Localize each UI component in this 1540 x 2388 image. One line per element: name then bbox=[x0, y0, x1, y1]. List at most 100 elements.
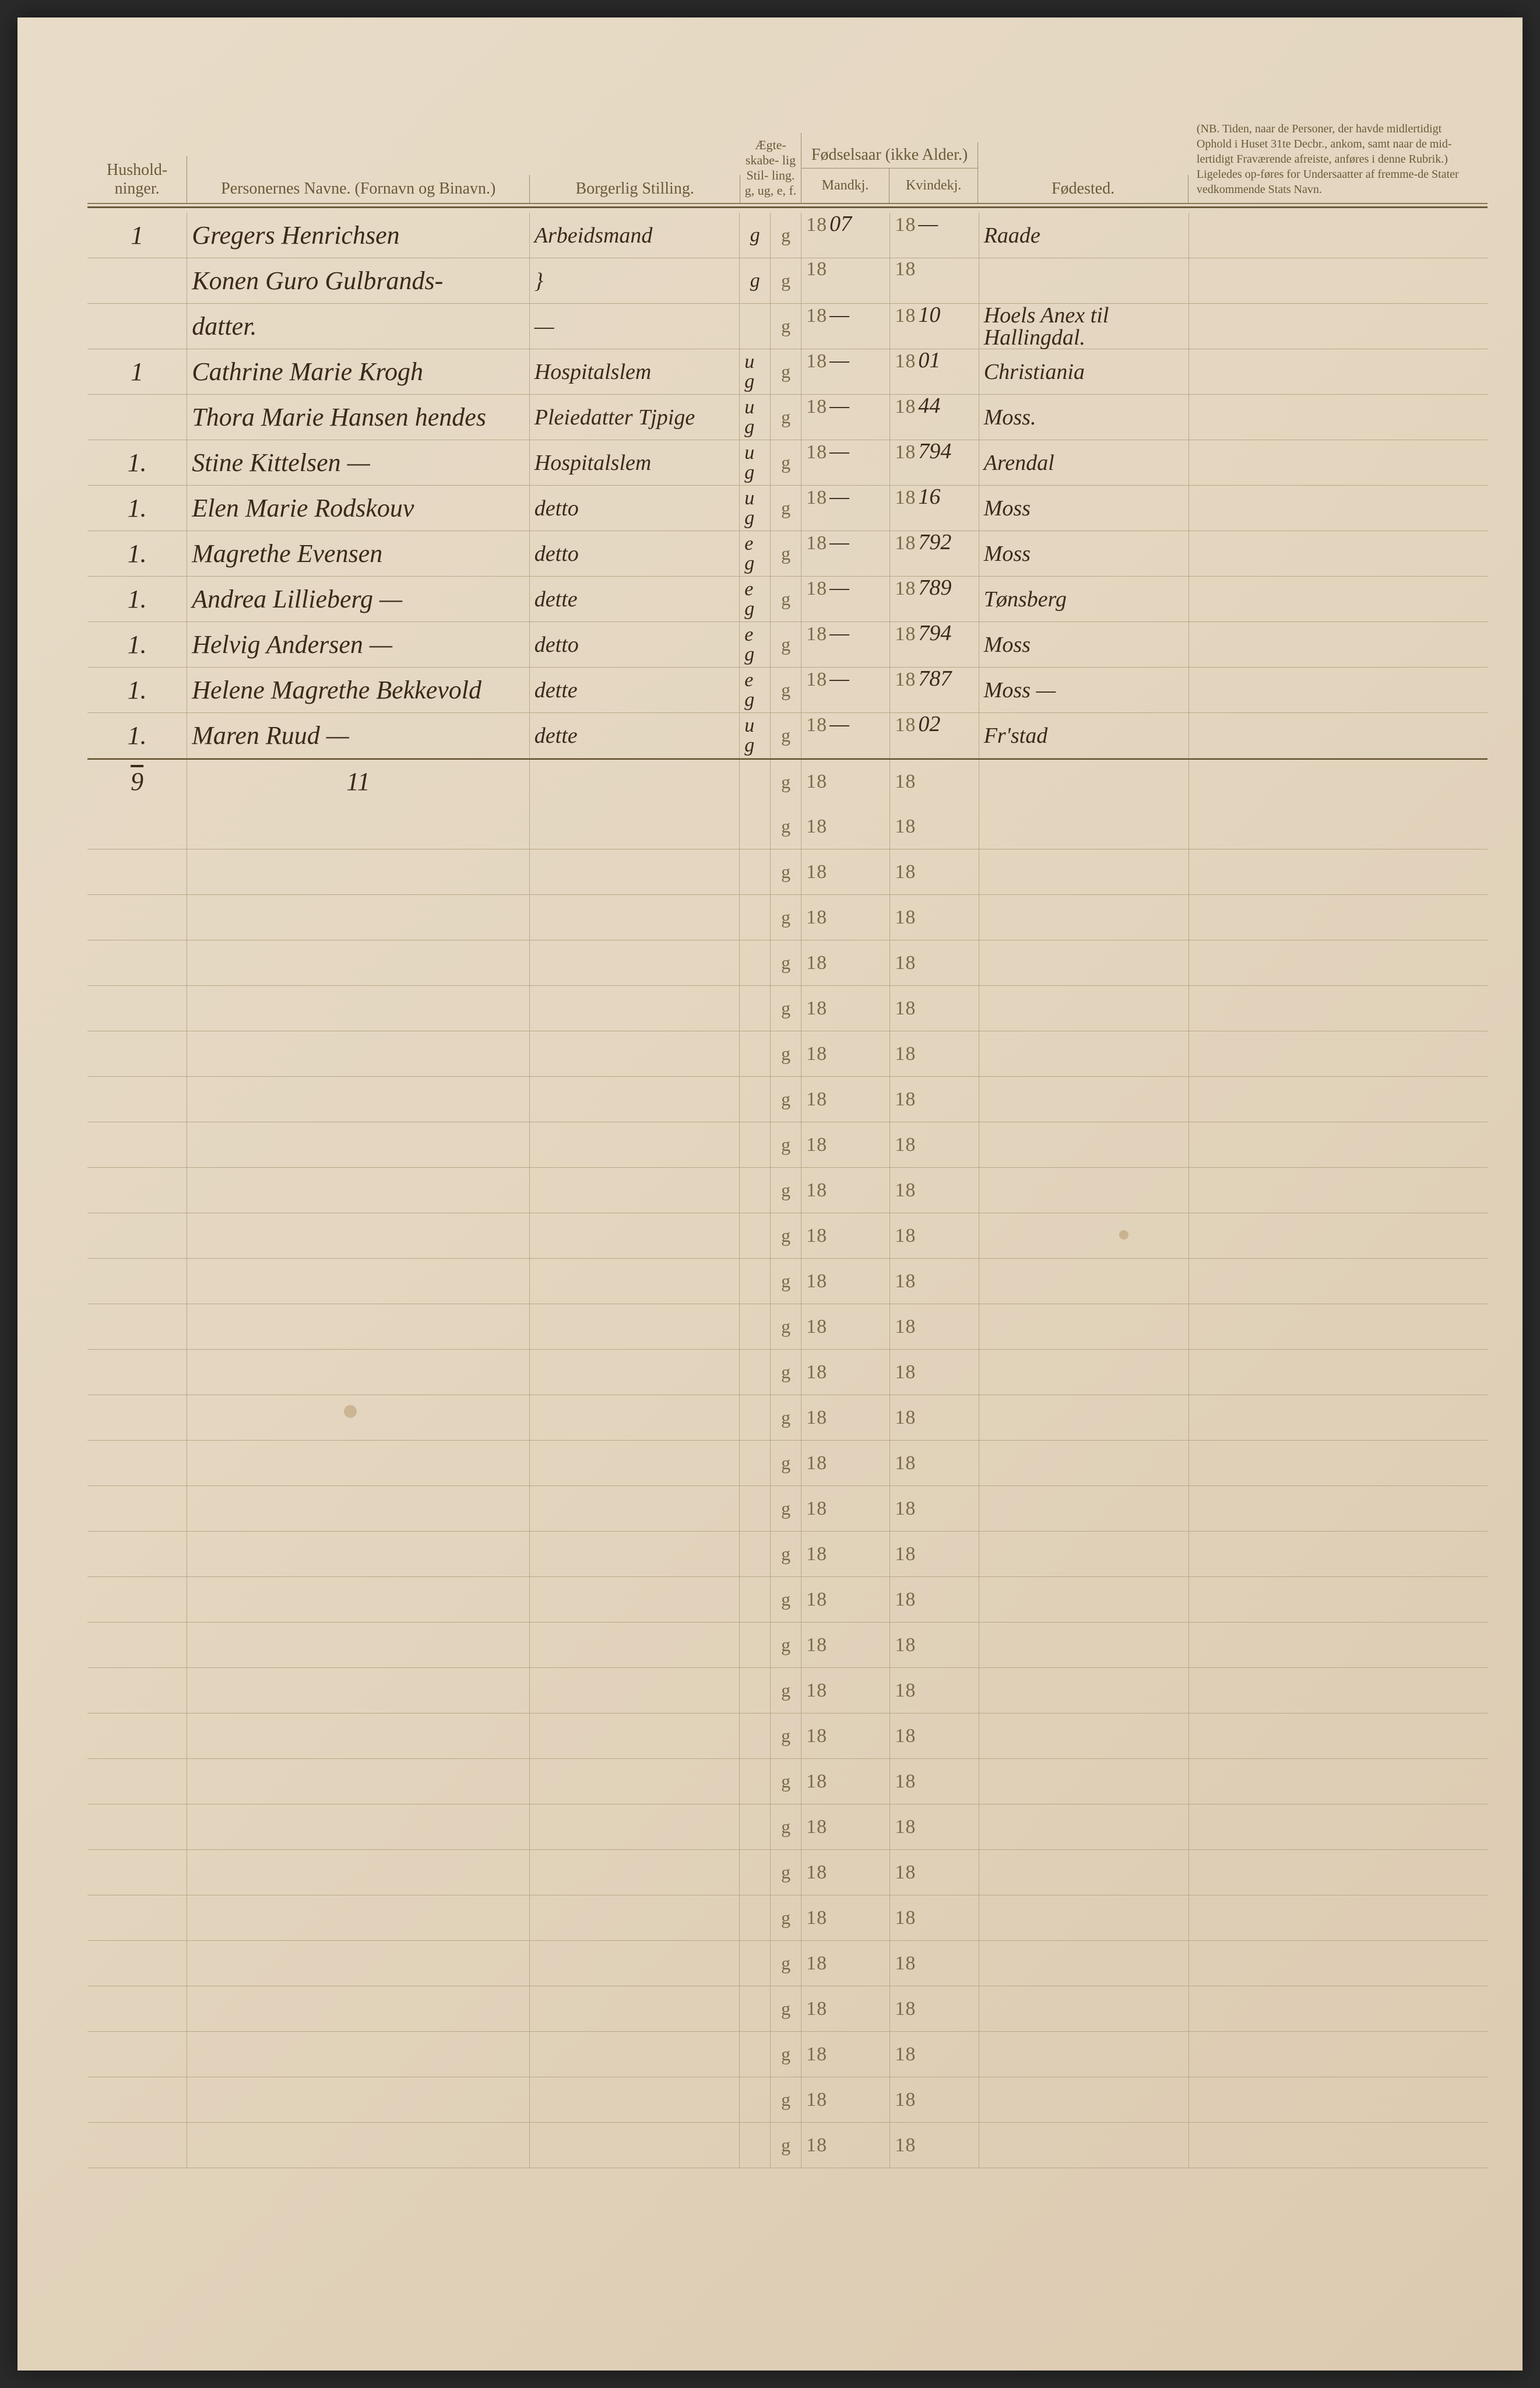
preprint-g: g bbox=[771, 986, 801, 1031]
cell-g: g bbox=[771, 622, 801, 667]
preprint-g: g bbox=[771, 1395, 801, 1440]
cell-name: Stine Kittelsen — bbox=[187, 440, 530, 485]
empty-row: g 18 18 bbox=[87, 1077, 1488, 1122]
cell-occupation: detto bbox=[530, 486, 740, 531]
empty-row: g 18 18 bbox=[87, 1486, 1488, 1532]
cell-g: g bbox=[771, 531, 801, 576]
preprint-18m: 18 bbox=[801, 940, 890, 985]
empty-row: g 18 18 bbox=[87, 1713, 1488, 1759]
cell-year-female: 18794 bbox=[890, 440, 979, 485]
cell-birthplace: Raade bbox=[979, 213, 1189, 258]
preprint-18k: 18 bbox=[890, 1077, 979, 1122]
cell-g: g bbox=[771, 213, 801, 258]
preprint-18m: 18 bbox=[801, 1804, 890, 1849]
cell-occupation: dette bbox=[530, 668, 740, 712]
cell-g: g bbox=[771, 349, 801, 394]
preprint-18k: 18 bbox=[890, 1304, 979, 1349]
cell-birthplace: Hoels Anex til Hallingdal. bbox=[979, 304, 1189, 349]
data-rows: 1 Gregers Henrichsen Arbeidsmand g g 180… bbox=[87, 213, 1488, 758]
preprint-18k: 18 bbox=[890, 1577, 979, 1622]
preprint-18k: 18 bbox=[890, 1259, 979, 1304]
preprint-18m: 18 bbox=[801, 2077, 890, 2122]
empty-row: g 18 18 bbox=[87, 1441, 1488, 1486]
cell-birthplace: Arendal bbox=[979, 440, 1189, 485]
cell-marital: u g bbox=[740, 349, 771, 394]
cell-name: Maren Ruud — bbox=[187, 713, 530, 758]
empty-row: g 18 18 bbox=[87, 849, 1488, 895]
cell-notes bbox=[1189, 713, 1488, 758]
cell-year-female: 18787 bbox=[890, 668, 979, 712]
preprint-18m: 18 bbox=[801, 1623, 890, 1667]
cell-occupation: } bbox=[530, 258, 740, 303]
preprint-g: g bbox=[771, 1895, 801, 1940]
cell-household: 1. bbox=[87, 577, 187, 621]
age-spot bbox=[344, 1405, 357, 1418]
cell-name: datter. bbox=[187, 304, 530, 349]
cell-birthplace: Tønsberg bbox=[979, 577, 1189, 621]
census-page: Hushold- ninger. Personernes Navne. (For… bbox=[17, 17, 1523, 2371]
preprint-18m: 18 bbox=[801, 1895, 890, 1940]
preprint-18m: 18 bbox=[801, 1486, 890, 1531]
preprint-18m: 18 bbox=[801, 1259, 890, 1304]
preprint-g: g bbox=[771, 1713, 801, 1758]
cell-name: Andrea Lillieberg — bbox=[187, 577, 530, 621]
preprint-18m: 18 bbox=[801, 895, 890, 940]
preprint-g: g bbox=[771, 1850, 801, 1895]
preprint-18k: 18 bbox=[890, 1668, 979, 1713]
cell-name: Thora Marie Hansen hendes bbox=[187, 395, 530, 440]
total-households: 9 bbox=[87, 760, 187, 804]
preprint-18m: 18 bbox=[801, 1668, 890, 1713]
empty-row: g 18 18 bbox=[87, 1304, 1488, 1350]
empty-row: g 18 18 bbox=[87, 2123, 1488, 2168]
preprint-18k: 18 bbox=[890, 2032, 979, 2077]
cell-household bbox=[87, 395, 187, 440]
preprint-g: g bbox=[771, 1486, 801, 1531]
preprint-g: g bbox=[771, 1122, 801, 1167]
cell-year-female: 1816 bbox=[890, 486, 979, 531]
header-female: Kvindekj. bbox=[889, 168, 978, 203]
cell-year-male: 18— bbox=[801, 395, 890, 440]
header-birthyear: Fødselsaar (ikke Alder.) Mandkj. Kvindek… bbox=[801, 142, 978, 203]
header-names: Personernes Navne. (Fornavn og Binavn.) bbox=[187, 175, 530, 203]
cell-occupation: Pleiedatter Tjpige bbox=[530, 395, 740, 440]
preprint-g: g bbox=[771, 1623, 801, 1667]
cell-occupation: dette bbox=[530, 713, 740, 758]
cell-notes bbox=[1189, 258, 1488, 303]
preprint-g: g bbox=[771, 1986, 801, 2031]
preprint-g: g bbox=[771, 2123, 801, 2168]
table-row: Konen Guro Gulbrands- } g g 18 18 bbox=[87, 258, 1488, 304]
cell-year-female: 18— bbox=[890, 213, 979, 258]
table-row: 1. Maren Ruud — dette u g g 18— 1802 Fr'… bbox=[87, 713, 1488, 758]
preprint-g: g bbox=[771, 2032, 801, 2077]
cell-year-female: 18794 bbox=[890, 622, 979, 667]
preprint-18k: 18 bbox=[890, 2123, 979, 2168]
cell-year-male: 18— bbox=[801, 713, 890, 758]
preprint-18m: 18 bbox=[801, 849, 890, 894]
preprint-g: g bbox=[771, 1668, 801, 1713]
cell-marital: g bbox=[740, 213, 771, 258]
cell-notes bbox=[1189, 395, 1488, 440]
cell-year-female: 1801 bbox=[890, 349, 979, 394]
preprint-18m: 18 bbox=[801, 1304, 890, 1349]
empty-row: g 18 18 bbox=[87, 1804, 1488, 1850]
cell-name: Konen Guro Gulbrands- bbox=[187, 258, 530, 303]
preprint-18m: 18 bbox=[801, 1577, 890, 1622]
cell-year-male: 18— bbox=[801, 349, 890, 394]
totals-row: 9 11 g 18 18 bbox=[87, 758, 1488, 804]
preprint-18m: 18 bbox=[801, 1168, 890, 1213]
table-row: 1 Cathrine Marie Krogh Hospitalslem u g … bbox=[87, 349, 1488, 395]
cell-birthplace: Moss bbox=[979, 486, 1189, 531]
preprint-18m: 18 bbox=[801, 1395, 890, 1440]
preprint-18m: 18 bbox=[801, 1122, 890, 1167]
empty-row: g 18 18 bbox=[87, 1532, 1488, 1577]
cell-g: g bbox=[771, 713, 801, 758]
cell-marital: e g bbox=[740, 577, 771, 621]
cell-occupation: detto bbox=[530, 622, 740, 667]
table-row: 1. Stine Kittelsen — Hospitalslem u g g … bbox=[87, 440, 1488, 486]
cell-household: 1. bbox=[87, 713, 187, 758]
table-row: 1. Magrethe Evensen detto e g g 18— 1879… bbox=[87, 531, 1488, 577]
preprint-18k: 18 bbox=[890, 1441, 979, 1486]
preprint-18k: 18 bbox=[890, 1168, 979, 1213]
cell-notes bbox=[1189, 349, 1488, 394]
preprint-18k: 18 bbox=[890, 1031, 979, 1076]
